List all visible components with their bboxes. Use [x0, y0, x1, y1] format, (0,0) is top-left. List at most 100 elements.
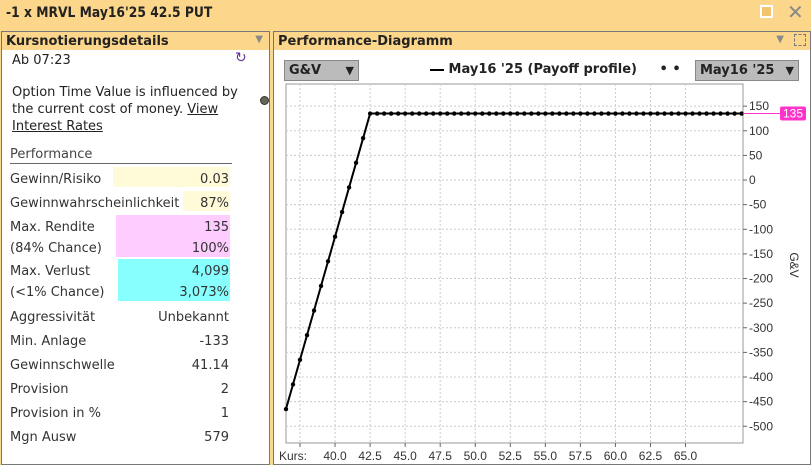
payoff-point [711, 111, 716, 116]
payoff-point [466, 111, 471, 116]
payoff-point [725, 111, 730, 116]
value-highlight [113, 167, 230, 187]
performance-row: Gewinnwahrscheinlichkeit 87% [8, 190, 230, 212]
row-value: 135 100% [191, 220, 229, 256]
performance-row: Gewinn/Risiko 0.03 [8, 166, 230, 188]
chart-legend: May16 '25 (Payoff profile) • • [430, 62, 681, 77]
payoff-point [374, 111, 380, 116]
y-tick-label: -150 [749, 247, 773, 261]
payoff-point [739, 111, 744, 116]
payoff-point [543, 111, 548, 116]
payoff-point [402, 111, 408, 116]
performance-row: Mgn Ausw 579 [8, 424, 230, 446]
window-title: -1 x MRVL May16'25 42.5 PUT [6, 5, 213, 21]
panel-header: Kursnotierungsdetails ▼ [2, 32, 269, 50]
payoff-point [536, 111, 541, 116]
payoff-point [409, 111, 415, 116]
y-tick-label: 50 [749, 148, 763, 162]
value-highlight [116, 215, 230, 257]
view-interest-rates-link[interactable]: View Interest Rates [12, 102, 219, 134]
y-tick-label: -250 [749, 296, 773, 310]
panel-menu-icon[interactable]: ▼ [776, 34, 784, 45]
metric-select[interactable]: G&V ▼ [284, 60, 359, 81]
y-axis-label: G&V [787, 252, 801, 277]
legend-dots-icon: • • [659, 62, 681, 77]
performance-row: Provision in % 1 [8, 400, 230, 422]
payoff-point [297, 357, 303, 362]
value-highlight [183, 191, 230, 211]
payoff-point [438, 111, 443, 116]
legend-label: May16 '25 (Payoff profile) [448, 62, 637, 77]
row-label: Provision [10, 382, 69, 397]
refresh-icon[interactable]: ↻ [235, 50, 247, 66]
payoff-point [515, 111, 520, 116]
maximize-icon[interactable] [794, 34, 806, 46]
payoff-point [367, 111, 373, 116]
payoff-point [620, 111, 625, 116]
y-tick-label: -500 [749, 419, 773, 433]
payoff-point [732, 111, 737, 116]
payoff-point [353, 160, 359, 165]
x-tick-label: 65.0 [674, 449, 698, 463]
window-titlebar: -1 x MRVL May16'25 42.5 PUT ✕ [0, 0, 811, 30]
panel-header: Performance-Diagramm ▼ [274, 32, 810, 50]
x-tick-label: 47.5 [429, 449, 453, 463]
payoff-point [718, 111, 723, 116]
performance-row: Gewinnschwelle 41.14 [8, 352, 230, 374]
payoff-point [571, 111, 576, 116]
row-value: 0.03 [200, 172, 229, 187]
x-tick-label: 50.0 [464, 449, 488, 463]
panel-title: Performance-Diagramm [278, 34, 453, 49]
current-value-label: 135 [783, 107, 803, 121]
x-tick-label: 60.0 [604, 449, 628, 463]
payoff-point [430, 111, 436, 116]
payoff-point [283, 406, 289, 412]
note-text: Option Time Value is influenced by the c… [12, 85, 238, 117]
payoff-point [452, 111, 457, 116]
payoff-point [641, 111, 646, 116]
payoff-point [557, 111, 562, 116]
payoff-point [388, 111, 394, 116]
row-value: Unbekannt [158, 310, 229, 325]
performance-row: Provision 2 [8, 376, 230, 398]
popout-icon[interactable] [760, 5, 773, 18]
row-label: Gewinn/Risiko [10, 172, 102, 187]
payoff-point [634, 111, 639, 116]
payoff-point [459, 111, 464, 116]
payoff-point [423, 111, 429, 116]
payoff-point [697, 111, 702, 116]
payoff-point [606, 111, 611, 116]
payoff-point [613, 111, 618, 116]
performance-row: Max. Verlust (<1% Chance) 4,099 3,073% [8, 258, 230, 302]
help-icon[interactable] [260, 96, 269, 105]
y-tick-label: 150 [749, 99, 769, 113]
y-tick-label: -350 [749, 345, 773, 359]
y-tick-label: -50 [749, 198, 767, 212]
y-tick-label: 0 [749, 173, 756, 187]
payoff-point [416, 111, 422, 116]
payoff-point [346, 185, 352, 190]
close-icon[interactable]: ✕ [787, 0, 804, 24]
payoff-point [627, 111, 632, 116]
payoff-point [522, 111, 527, 116]
payoff-point [311, 308, 317, 313]
payoff-point [487, 111, 492, 116]
y-tick-label: -450 [749, 395, 773, 409]
payoff-point [648, 111, 653, 116]
payoff-point [508, 111, 513, 116]
panel-menu-icon[interactable]: ▼ [255, 34, 263, 45]
payoff-point [360, 135, 366, 141]
payoff-point [339, 209, 345, 215]
row-value: 4,099 3,073% [179, 264, 229, 300]
row-label: Gewinnschwelle [10, 358, 115, 373]
y-tick-label: -300 [749, 321, 773, 335]
x-axis-label: Kurs: [279, 449, 307, 463]
payoff-point [318, 283, 324, 289]
value-highlight [118, 259, 230, 301]
row-label: Max. Verlust (<1% Chance) [10, 264, 105, 300]
date-select[interactable]: May16 '25 ▼ [695, 60, 799, 81]
row-label: Aggressivität [10, 310, 96, 325]
payoff-point [564, 111, 569, 116]
payoff-point [494, 111, 499, 116]
